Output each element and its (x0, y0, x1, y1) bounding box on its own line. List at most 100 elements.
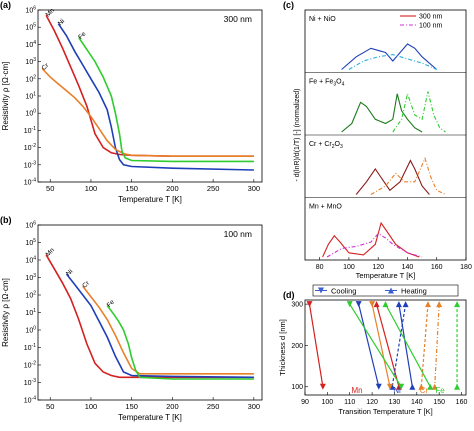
legend-label: 300 nm (419, 14, 443, 21)
series-Cr-line (41, 67, 254, 157)
x-axis-label: Transition Temperature T [K] (338, 407, 432, 416)
series-Fe-marker (454, 383, 461, 390)
subpanel-curve (341, 93, 423, 133)
y-axis-label: Thickness d [nm] (278, 319, 287, 376)
subpanel-label: Mn + MnO (309, 204, 342, 211)
series-label-Fe: Fe (77, 30, 88, 41)
series-label-Cr: Cr (41, 62, 51, 72)
x-tick-label: 90 (301, 399, 309, 406)
x-tick-label: 140 (411, 399, 423, 406)
x-tick-label: 200 (166, 184, 179, 193)
series-Ni-marker (409, 383, 416, 390)
series-Cr-segment (420, 304, 429, 387)
x-tick-label: 100 (85, 184, 98, 193)
series-Fe-line (106, 305, 254, 380)
legend-marker (318, 287, 324, 294)
series-Cr-marker (424, 301, 431, 308)
x-tick-label: 180 (460, 264, 472, 271)
series-Mn-marker (306, 301, 313, 308)
x-tick-label: 160 (431, 264, 443, 271)
series-Cr-marker (386, 383, 393, 390)
y-tick-label: 10-4 (24, 178, 36, 187)
y-tick-label: 200 (291, 343, 303, 350)
subpanel-curve (370, 156, 446, 195)
series-Cr-segment (434, 304, 440, 387)
x-tick-label: 130 (389, 399, 401, 406)
legend-marker (388, 287, 394, 294)
y-tick-label: 106 (25, 6, 36, 15)
y-tick-label: 104 (25, 256, 36, 265)
series-label-Ni: Ni (57, 18, 66, 27)
panel-label: (a) (0, 0, 11, 10)
y-tick-label: 103 (25, 273, 36, 282)
y-tick-label: 101 (25, 92, 36, 101)
y-tick-label: 102 (25, 291, 36, 300)
x-tick-label: 160 (456, 399, 468, 406)
x-tick-label: 300 (248, 402, 261, 411)
series-Mn-marker (373, 301, 380, 308)
series-Ni-marker (375, 383, 382, 390)
series-Mn-marker (319, 383, 326, 390)
y-tick-label: 10-4 (24, 396, 36, 405)
series-Fe-marker (382, 301, 389, 308)
subpanel-label: Ni + NiO (309, 16, 336, 23)
y-tick-label: 105 (25, 238, 36, 247)
element-label-Ni: Ni (393, 386, 401, 395)
x-tick-label: 100 (343, 264, 355, 271)
x-tick-label: 50 (46, 402, 54, 411)
x-tick-label: 120 (372, 264, 384, 271)
x-axis-label: Temperature T [K] (356, 271, 416, 280)
series-Cr-marker (418, 383, 425, 390)
y-tick-label: 100 (25, 109, 36, 118)
x-tick-label: 200 (166, 402, 179, 411)
chart-text: 50 100 150 200 250 300 10-4 10-3 10-2 10-1 100 101 1… (0, 0, 472, 422)
subpanel-curve (326, 232, 423, 258)
x-tick-label: 100 (322, 399, 334, 406)
panel-label: (c) (283, 0, 294, 10)
panel-label: (b) (0, 215, 12, 225)
subpanel-curve (341, 43, 438, 70)
series-Cr-line (82, 285, 254, 375)
element-label-Cr: Cr (420, 386, 429, 395)
subpanel-curve (348, 54, 437, 71)
x-tick-label: 150 (125, 184, 138, 193)
series-Ni-line (65, 273, 254, 379)
y-tick-label: 103 (25, 57, 36, 66)
x-tick-label: 300 (248, 184, 261, 193)
subpanel-label: Fe + Fe3O4 (309, 79, 345, 88)
thickness-annotation: 300 nm (224, 14, 252, 24)
legend-label: Heating (401, 287, 427, 296)
element-label-Fe: Fe (435, 386, 445, 395)
series-Ni-marker (402, 301, 409, 308)
x-tick-label: 250 (207, 184, 220, 193)
x-tick-label: 150 (433, 399, 445, 406)
y-tick-label: 10-3 (24, 378, 36, 387)
y-axis-label: Resistivity ρ [Ω·cm] (1, 62, 10, 131)
element-label-Mn: Mn (351, 386, 362, 395)
y-tick-label: 10-1 (24, 126, 36, 135)
y-tick-label: 105 (25, 23, 36, 32)
x-tick-label: 100 (85, 402, 98, 411)
y-tick-label: 102 (25, 74, 36, 83)
series-Cr-marker (369, 301, 376, 308)
chart-marks (41, 14, 461, 390)
series-Fe-segment (349, 303, 402, 388)
y-tick-label: 106 (25, 221, 36, 230)
subpanel-curve (322, 221, 420, 258)
thickness-annotation: 100 nm (224, 229, 252, 239)
series-Ni-segment (391, 304, 407, 387)
series-Mn-segment (308, 304, 324, 387)
y-axis-label: - d(lnR)/d(1/T) [-] (normalized) (294, 89, 301, 182)
x-tick-label: 250 (207, 402, 220, 411)
y-tick-label: 10-2 (24, 143, 36, 152)
series-Mn-line (45, 254, 254, 379)
x-tick-label: 80 (316, 264, 324, 271)
series-label-Mn: Mn (45, 247, 57, 259)
y-tick-label: 101 (25, 308, 36, 317)
series-Fe-segment (384, 303, 431, 388)
y-tick-label: 100 (25, 326, 36, 335)
series-label-Fe: Fe (106, 298, 117, 309)
y-tick-label: 100 (291, 384, 303, 391)
series-Fe-line (78, 37, 254, 163)
series-label-Cr: Cr (81, 279, 91, 289)
